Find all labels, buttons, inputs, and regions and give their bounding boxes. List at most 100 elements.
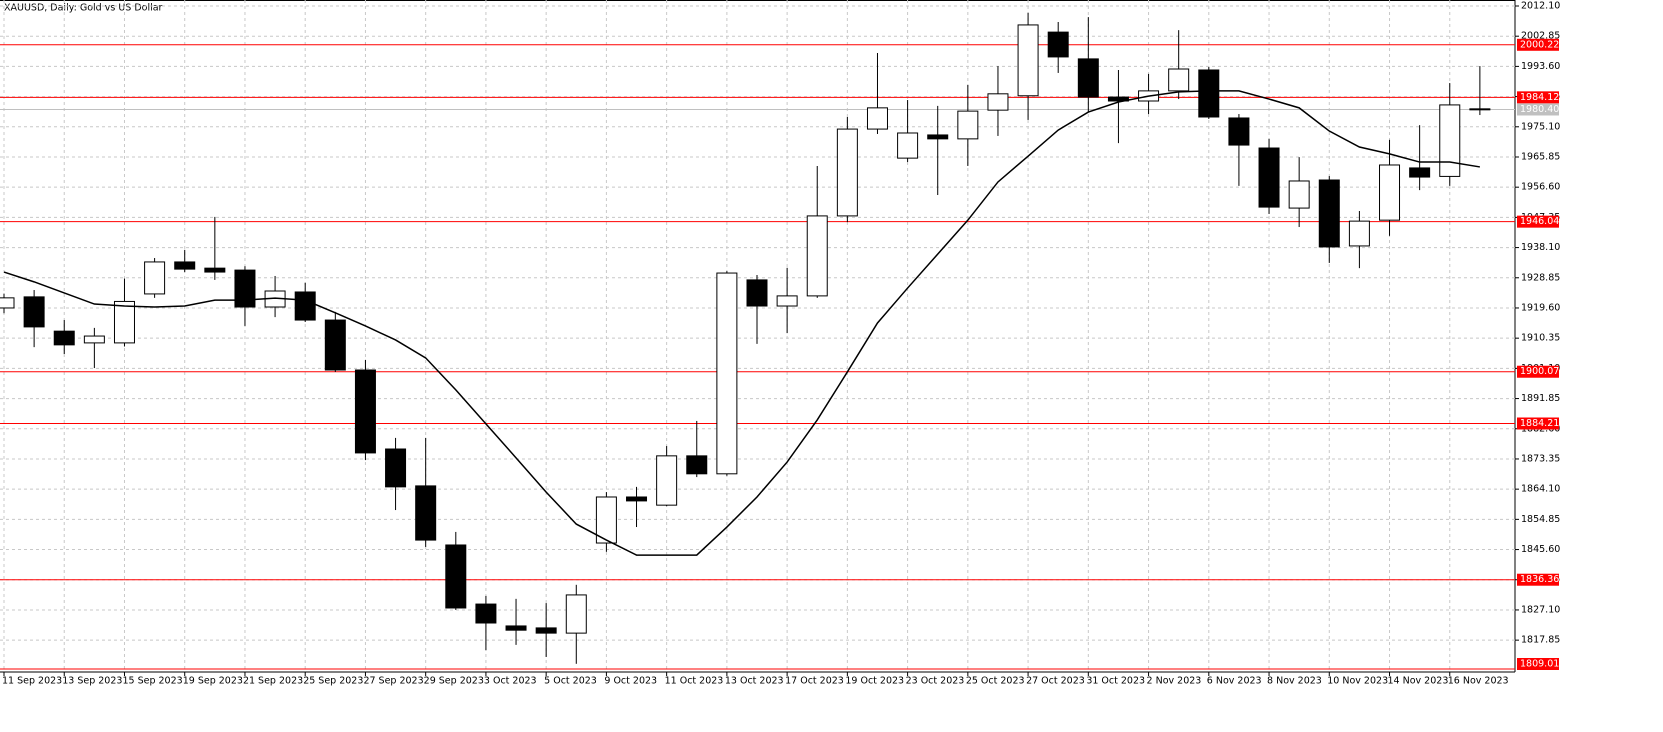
candle-body [716,272,738,475]
y-tick-label: 1910.35 [1521,333,1560,344]
y-tick-label: 1891.85 [1521,393,1560,404]
y-tick-label: 2002.85 [1521,31,1560,42]
candle-body [1258,147,1280,208]
candle-body [1348,220,1370,247]
y-tick-label: 1864.10 [1521,484,1560,495]
candle-body [626,496,648,502]
level-label-bg [1517,573,1559,586]
candle-body [776,295,798,307]
x-tick-label: 10 Nov 2023 [1327,676,1388,687]
level-label-bg [1517,417,1559,430]
candle-body [595,496,617,544]
candle-body [746,279,768,307]
y-tick-label: 1827.10 [1521,604,1560,615]
candle-body [866,107,888,130]
candle-body [1288,180,1310,209]
level-label-bg [1517,91,1559,104]
level-label: 1809.01 [1520,659,1559,670]
x-tick-label: 2 Nov 2023 [1147,676,1202,687]
x-tick-label: 11 Oct 2023 [665,676,724,687]
x-tick-label: 27 Oct 2023 [1026,676,1085,687]
x-tick-label: 8 Nov 2023 [1267,676,1322,687]
level-label-bg [1517,658,1559,670]
candle-body [1439,104,1461,177]
x-tick-label: 17 Oct 2023 [785,676,844,687]
candle-body [324,319,346,371]
y-tick-label: 1854.85 [1521,514,1560,525]
x-tick-label: 25 Oct 2023 [966,676,1025,687]
x-tick-label: 16 Nov 2023 [1448,676,1509,687]
level-label: 1946.04 [1520,216,1559,227]
level-label: 1900.07 [1520,366,1559,377]
x-tick-label: 23 Oct 2023 [906,676,965,687]
candle-body [1228,117,1250,146]
level-label-bg [1517,38,1559,51]
candle-body [113,300,135,344]
level-label: 1884.21 [1520,418,1559,429]
candle-body [415,485,437,541]
candle-body [927,134,949,140]
candle-body [836,128,858,217]
candle-body [1409,167,1431,178]
candle-body [957,110,979,140]
x-tick-label: 29 Sep 2023 [424,676,484,687]
level-label-bg [1517,365,1559,378]
candle-body [1469,108,1491,111]
candle-body [1198,69,1220,118]
candle-body [1017,24,1039,97]
candle-body [897,132,919,159]
candle-body [294,291,316,321]
candle-body [1077,58,1099,98]
y-tick-label: 1956.60 [1521,182,1560,193]
candle-body [535,627,557,634]
candle-body [806,215,828,297]
y-tick-label: 1928.85 [1521,272,1560,283]
candle-body [475,603,497,624]
x-tick-label: 6 Nov 2023 [1207,676,1262,687]
x-tick-label: 15 Sep 2023 [122,676,182,687]
x-tick-label: 31 Oct 2023 [1086,676,1145,687]
y-tick-label: 1993.60 [1521,61,1560,72]
candle-body [234,269,256,308]
candle-body [354,369,376,454]
candle-body [0,297,15,309]
candle-body [174,261,196,270]
candle-body [987,93,1009,111]
y-tick-label: 1873.35 [1521,453,1560,464]
candle-body [1379,164,1401,221]
candle-body [83,335,105,344]
candle-body [1318,179,1340,248]
candle-body [1107,96,1129,102]
y-tick-label: 1965.85 [1521,151,1560,162]
candle-body [445,544,467,609]
candle-body [23,296,45,328]
candle-body [1047,31,1069,58]
x-tick-label: 14 Nov 2023 [1388,676,1449,687]
y-tick-label: 1938.10 [1521,242,1560,253]
chart-title: XAUUSD, Daily: Gold vs US Dollar [4,3,163,14]
x-tick-label: 25 Sep 2023 [303,676,363,687]
x-tick-label: 3 Oct 2023 [484,676,537,687]
x-tick-label: 19 Oct 2023 [845,676,904,687]
x-tick-label: 19 Sep 2023 [183,676,243,687]
candle-body [53,330,75,346]
moving-average [3,90,1481,556]
y-tick-label: 2012.10 [1521,1,1560,12]
candle-body [565,594,587,634]
candle-body [144,261,166,295]
x-tick-label: 13 Oct 2023 [725,676,784,687]
candle-body [385,448,407,488]
level-label: 1984.12 [1520,92,1559,103]
level-label-bg [1517,215,1559,228]
x-tick-label: 9 Oct 2023 [604,676,657,687]
candle-body [686,455,708,475]
price-label-bg [1517,103,1559,116]
y-tick-label: 1975.10 [1521,121,1560,132]
y-tick-label: 1919.60 [1521,302,1560,313]
x-tick-label: 21 Sep 2023 [243,676,303,687]
level-label: 2000.22 [1520,39,1559,50]
x-tick-label: 5 Oct 2023 [544,676,597,687]
candle-body [204,267,226,273]
candle-body [505,625,527,631]
